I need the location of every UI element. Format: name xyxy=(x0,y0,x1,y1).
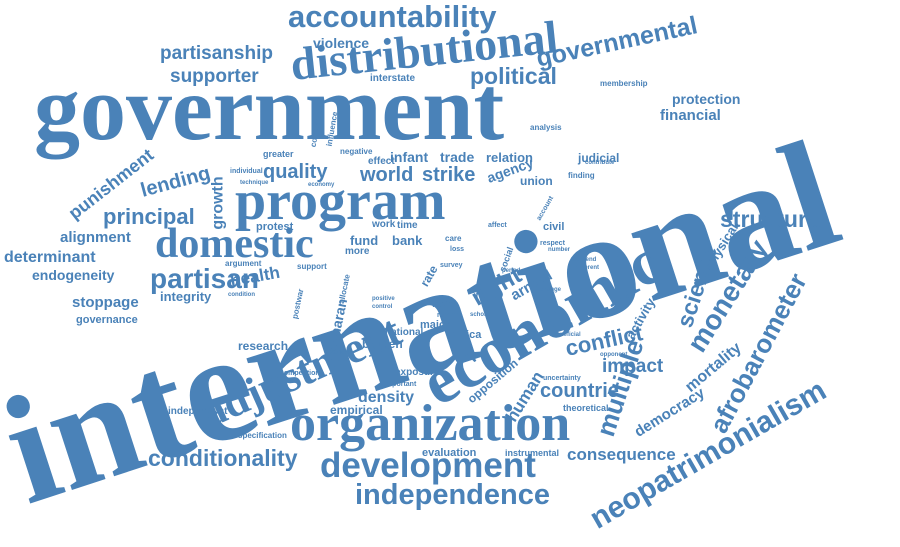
word-governmental: governmental xyxy=(533,11,700,73)
word-endogeneity: endogeneity xyxy=(32,267,115,283)
word-financial: financial xyxy=(660,107,721,124)
word-independence: independence xyxy=(355,479,550,511)
word-countrie: countrie xyxy=(540,380,619,402)
word-control: control xyxy=(372,304,393,310)
word-infant: infant xyxy=(390,149,429,165)
word-consequence: consequence xyxy=(567,445,676,464)
word-major: major xyxy=(420,319,450,331)
word-membership: membership xyxy=(600,79,648,88)
word-principal: principal xyxy=(103,204,195,229)
word-judicial: judicial xyxy=(578,151,620,165)
word-affect: affect xyxy=(488,222,507,229)
word-density: density xyxy=(358,389,415,406)
word-structural: structural xyxy=(720,206,827,232)
word-contend: contend xyxy=(573,257,597,263)
word-analysis: analysis xyxy=(530,123,562,132)
word-africa: africa xyxy=(452,329,482,341)
word-civil: civil xyxy=(543,221,565,233)
word-strike: strike xyxy=(422,164,476,186)
word-different: different xyxy=(575,265,599,271)
word-specification: specification xyxy=(238,431,287,440)
word-development: development xyxy=(320,446,536,485)
word-individual: individual xyxy=(230,168,263,175)
word-determinant: determinant xyxy=(4,249,96,266)
word-program: program xyxy=(235,170,446,232)
word-important: important xyxy=(384,381,417,388)
word-change: change xyxy=(540,287,562,293)
word-protest: protest xyxy=(256,221,294,233)
word-reform: reform xyxy=(437,312,460,319)
word-bank: bank xyxy=(392,233,423,248)
word-theoretical: theoretical xyxy=(563,403,609,413)
word-quality: quality xyxy=(263,161,328,183)
word-trade: trade xyxy=(440,149,475,165)
word-governance: governance xyxy=(76,314,138,326)
word-care: care xyxy=(445,234,462,243)
word-stoppage: stoppage xyxy=(72,294,139,311)
word-competition: competition xyxy=(280,370,320,377)
word-integrity: integrity xyxy=(160,289,212,304)
word-loss: loss xyxy=(450,246,465,253)
word-government: government xyxy=(34,57,505,159)
word-argument: argument xyxy=(225,259,262,268)
word-union: union xyxy=(520,174,553,188)
word-research: research xyxy=(238,339,289,353)
word-political: political xyxy=(470,63,557,89)
word-beneficial: beneficial xyxy=(553,332,581,338)
word-exposure: exposure xyxy=(395,367,440,378)
word-period: period xyxy=(502,268,521,274)
word-empirical: empirical xyxy=(330,403,383,417)
word-protection: protection xyxy=(672,91,741,107)
word-lending: lending xyxy=(138,162,213,202)
word-violence: violence xyxy=(313,35,370,51)
word-independent: independent xyxy=(168,406,228,417)
word-accountability: accountability xyxy=(288,0,497,34)
word-evaluation: evaluation xyxy=(422,447,477,459)
word-greater: greater xyxy=(263,149,294,159)
word-contribute: contribute xyxy=(585,160,615,166)
word-growth: growth xyxy=(209,176,227,230)
word-more: more xyxy=(345,246,370,257)
word-variable: variable xyxy=(330,350,353,356)
word-burden: burden xyxy=(362,337,403,351)
word-technique: technique xyxy=(240,180,269,186)
word-alignment: alignment xyxy=(60,229,131,246)
word-finding: finding xyxy=(568,171,595,180)
word-domestic: domestic xyxy=(155,221,314,267)
word-national: national xyxy=(385,327,424,338)
word-negative: negative xyxy=(340,147,373,156)
word-condition: condition xyxy=(228,292,255,298)
word-number: number xyxy=(548,247,571,253)
word-democracy: democracy xyxy=(631,384,708,441)
word-survey: survey xyxy=(440,262,463,269)
word-relation: relation xyxy=(486,150,533,165)
word-economy: economy xyxy=(308,182,335,188)
word-conditionality: conditionality xyxy=(148,445,298,471)
word-partisanship: partisanship xyxy=(160,43,273,64)
word-opponent: opponent xyxy=(600,352,628,358)
word-partisan: partisan xyxy=(150,263,259,294)
word-respect: respect xyxy=(540,240,565,247)
word-supporter: supporter xyxy=(170,66,259,87)
word-impact: impact xyxy=(602,356,664,377)
word-instrumental: instrumental xyxy=(505,448,560,458)
word-time: time xyxy=(397,220,418,231)
word-scholar: scholar xyxy=(470,312,492,318)
word-work: work xyxy=(372,219,396,230)
word-effect: effect xyxy=(368,156,395,167)
word-world: world xyxy=(360,164,414,186)
word-organization: organization xyxy=(290,395,571,452)
word-interstate: interstate xyxy=(370,73,416,84)
word-positive: positive xyxy=(372,296,395,302)
word-support: support xyxy=(297,262,327,271)
word-fund: fund xyxy=(350,233,379,248)
word-facto: facto xyxy=(432,299,454,309)
word-uncertainty: uncertainty xyxy=(543,375,581,382)
